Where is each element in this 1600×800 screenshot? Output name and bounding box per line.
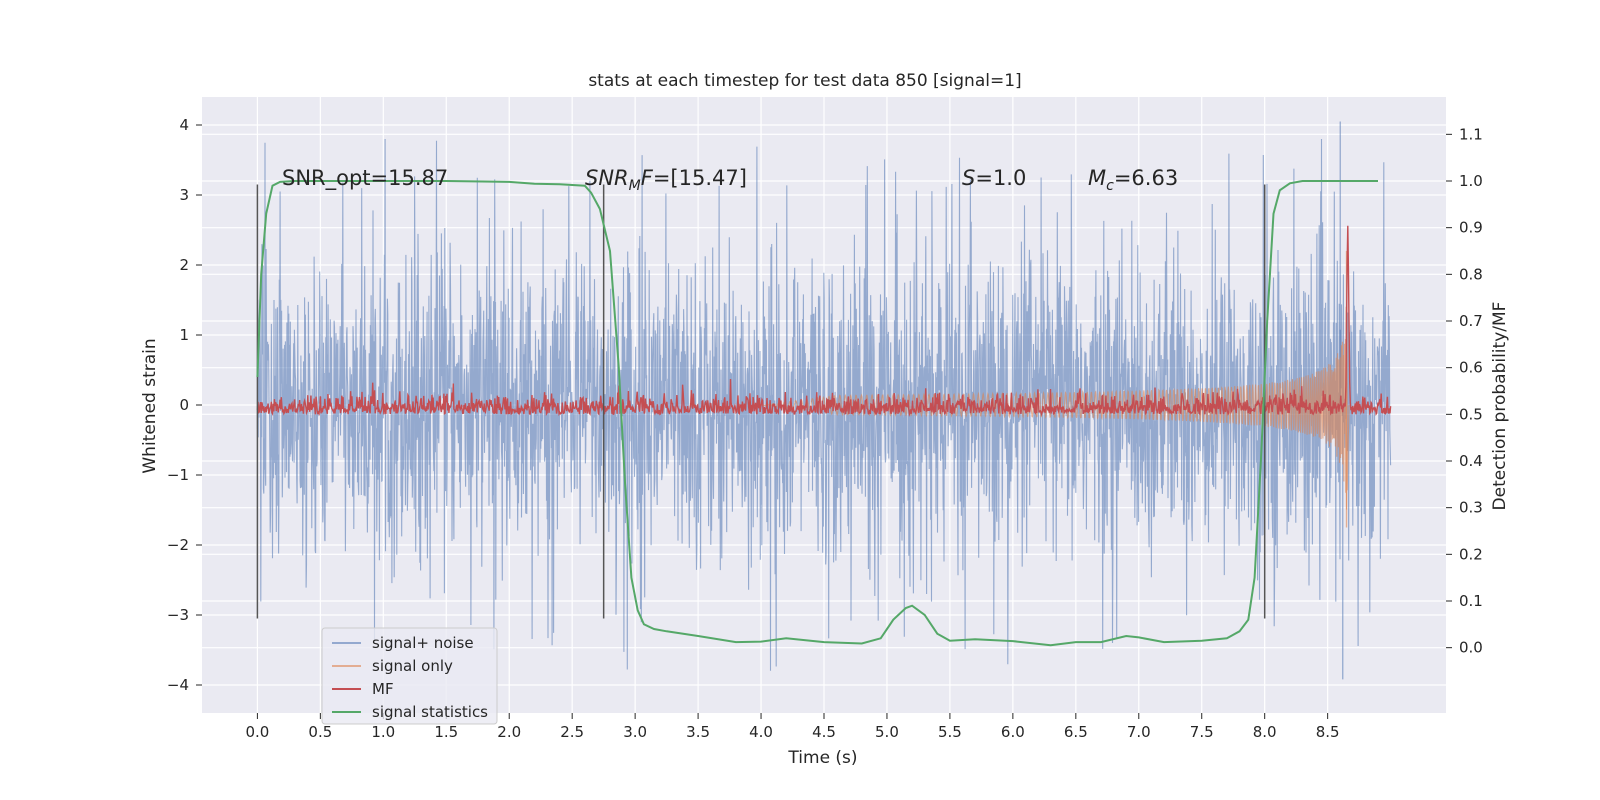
vertical-markers — [256, 184, 1266, 619]
axes: 0.0 0.5 1.0 1.5 2.0 2.5 3.0 3.5 4.0 4.5 5.0 5.5 6.0 6… — [167, 116, 1483, 741]
legend-mf-label: MF — [372, 680, 394, 698]
y-axis-label: Whitened strain — [140, 338, 160, 473]
chart-title: stats at each timestep for test data 850… — [588, 71, 1021, 91]
y2-tick-label: 1.0 — [1459, 172, 1483, 190]
y2-tick-label: 0.2 — [1459, 545, 1483, 563]
series-mf — [256, 225, 1392, 417]
x-tick-label: 0.5 — [308, 723, 332, 741]
y-tick-label: −4 — [167, 676, 189, 694]
series-signal-only — [761, 306, 1350, 510]
annotation-s: S=1.0 — [962, 166, 1026, 190]
y-tick-label: 1 — [179, 326, 189, 344]
x-tick-label: 1.0 — [371, 723, 395, 741]
y2-tick-label: 1.1 — [1459, 125, 1483, 143]
x-tick-label: 2.5 — [560, 723, 584, 741]
x-tick-label: 7.0 — [1127, 723, 1151, 741]
y2-tick-label: 0.4 — [1459, 452, 1483, 470]
y-tick-label: 4 — [179, 116, 189, 134]
y2-tick-label: 0.7 — [1459, 312, 1483, 330]
x-tick-label: 4.0 — [749, 723, 773, 741]
y-tick-label: −2 — [167, 536, 189, 554]
x-axis-label: Time (s) — [787, 748, 857, 768]
y2-axis-label: Detection probability/MF — [1490, 302, 1510, 511]
series-layer — [256, 121, 1392, 680]
legend-signal-noise-label: signal+ noise — [372, 634, 474, 652]
x-tick-label: 8.5 — [1316, 723, 1340, 741]
y-tick-label: 3 — [179, 186, 189, 204]
x-tick-label: 8.0 — [1253, 723, 1277, 741]
x-tick-label: 5.5 — [938, 723, 962, 741]
x-tick-label: 0.0 — [245, 723, 269, 741]
y2-tick-label: 0.8 — [1459, 265, 1483, 283]
annotation-snr-opt: SNR_opt=15.87 — [282, 166, 448, 191]
x-tick-label: 3.5 — [686, 723, 710, 741]
y-tick-label: 2 — [179, 256, 189, 274]
y-tick-label: −1 — [167, 466, 189, 484]
x-tick-label: 3.0 — [623, 723, 647, 741]
series-signal-noise — [256, 138, 1392, 671]
y-tick-label: −3 — [167, 606, 189, 624]
stat-layer — [256, 180, 1378, 647]
annotation-mc: Mc=6.63 — [1088, 166, 1178, 194]
legend-signal-only-label: signal only — [372, 657, 453, 675]
legend: signal+ noise signal only MF signal statist… — [321, 627, 498, 725]
x-tick-label: 4.5 — [812, 723, 836, 741]
x-tick-label: 2.0 — [497, 723, 521, 741]
y2-tick-label: 0.9 — [1459, 219, 1483, 237]
x-tick-label: 6.0 — [1001, 723, 1025, 741]
legend-signal-statistics-label: signal statistics — [372, 703, 488, 721]
y-tick-label: 0 — [179, 396, 189, 414]
x-tick-label: 1.5 — [434, 723, 458, 741]
y2-tick-label: 0.6 — [1459, 359, 1483, 377]
annotation-snr-mf: SNRMF=[15.47] — [585, 166, 747, 194]
series-signal-statistics — [256, 180, 1378, 647]
legend-frame — [321, 627, 498, 725]
x-tick-label: 6.5 — [1064, 723, 1088, 741]
y2-tick-label: 0.3 — [1459, 499, 1483, 517]
y2-tick-label: 0.1 — [1459, 592, 1483, 610]
x-tick-label: 7.5 — [1190, 723, 1214, 741]
y2-tick-label: 0.5 — [1459, 405, 1483, 423]
x-tick-label: 5.0 — [875, 723, 899, 741]
y2-tick-label: 0.0 — [1459, 639, 1483, 657]
